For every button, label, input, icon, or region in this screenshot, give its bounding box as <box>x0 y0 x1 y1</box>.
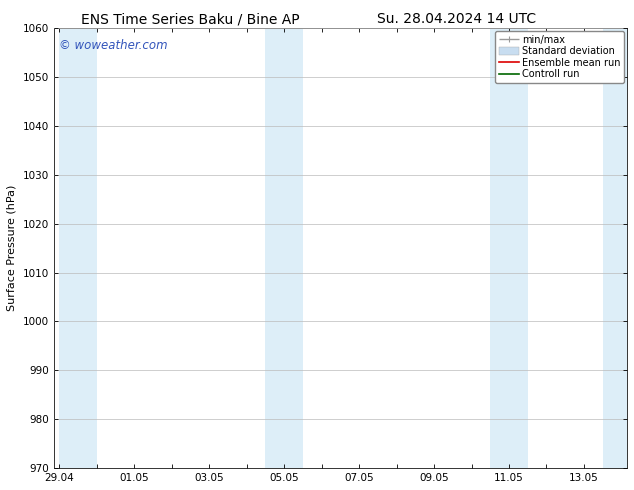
Bar <box>59 28 97 468</box>
Bar <box>603 28 627 468</box>
Text: © woweather.com: © woweather.com <box>60 39 168 52</box>
Bar <box>490 28 527 468</box>
Legend: min/max, Standard deviation, Ensemble mean run, Controll run: min/max, Standard deviation, Ensemble me… <box>496 31 624 83</box>
Y-axis label: Surface Pressure (hPa): Surface Pressure (hPa) <box>7 185 17 311</box>
Text: ENS Time Series Baku / Bine AP: ENS Time Series Baku / Bine AP <box>81 12 299 26</box>
Text: Su. 28.04.2024 14 UTC: Su. 28.04.2024 14 UTC <box>377 12 536 26</box>
Bar <box>266 28 303 468</box>
